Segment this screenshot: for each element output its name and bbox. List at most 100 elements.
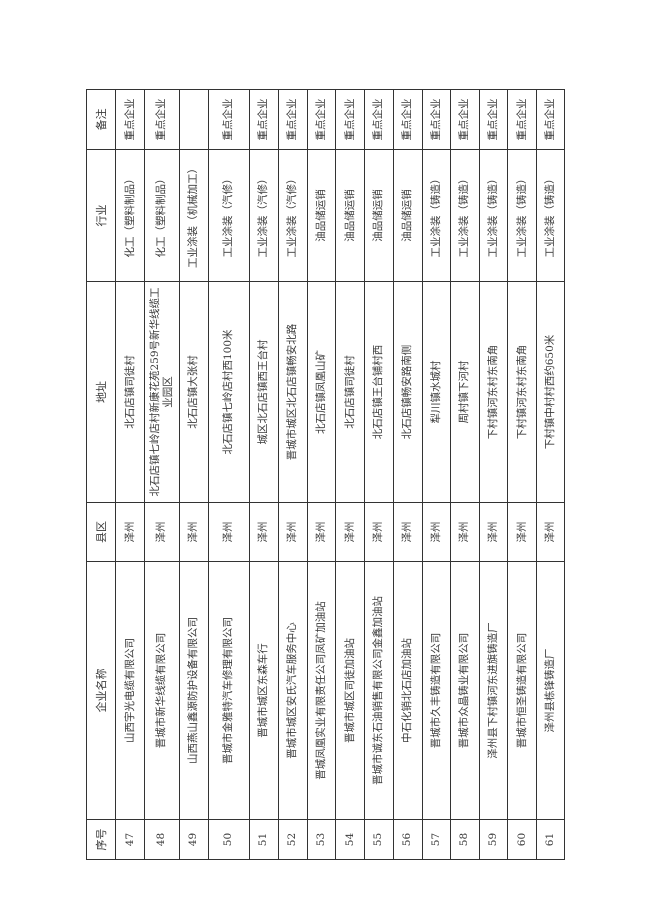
col-address-cell: 北石店镇司徒村 bbox=[335, 281, 365, 503]
header-col-county: 县区 bbox=[86, 502, 116, 562]
table-row: 60 晋城市恒圣铸造有限公司 泽州 下村镇河东村东南角 工业涂装（铸造） 重点企业 bbox=[507, 89, 537, 860]
col-county-cell: 泽州 bbox=[278, 502, 308, 562]
col-company-name-cell: 晋城市城区司徒加油站 bbox=[335, 561, 365, 820]
col-industry-cell: 工业涂装（铸造） bbox=[536, 149, 565, 282]
table-row: 61 泽州县栋锋铸造厂 泽州 下村镇中村村西约650米 工业涂装（铸造） 重点企业 bbox=[536, 89, 565, 860]
col-county-cell: 泽州 bbox=[144, 502, 180, 562]
col-county-cell: 泽州 bbox=[507, 502, 537, 562]
col-remark-cell: 重点企业 bbox=[507, 89, 537, 150]
table-row: 55 晋城市诚东石油销售有限公司金鑫加油站 泽州 北石店镇王台铺村西 油品储运销 重点企业 bbox=[364, 89, 394, 860]
col-company-name-cell: 中石化销北石店加油站 bbox=[393, 561, 423, 820]
col-county-cell: 泽州 bbox=[364, 502, 394, 562]
col-industry-cell: 油品储运销 bbox=[307, 149, 336, 282]
col-remark-cell: 重点企业 bbox=[393, 89, 423, 150]
table-row: 58 晋城市众晶铸业有限公司 泽州 周村镇下河村 工业涂装（铸造） 重点企业 bbox=[450, 89, 480, 860]
col-remark-cell: 重点企业 bbox=[364, 89, 394, 150]
col-address-cell: 下村镇河东村东南角 bbox=[479, 281, 508, 503]
col-county-cell: 泽州 bbox=[307, 502, 336, 562]
table-row: 59 泽州县下村镇河东进旗铸造厂 泽州 下村镇河东村东南角 工业涂装（铸造） 重点企业 bbox=[479, 89, 508, 860]
col-company-name-cell: 晋城市诚东石油销售有限公司金鑫加油站 bbox=[364, 561, 394, 820]
col-company-name-cell: 晋城市城区安氏汽车服务中心 bbox=[278, 561, 308, 820]
col-industry-cell: 油品储运销 bbox=[393, 149, 423, 282]
col-address-cell: 北石店镇司徒村 bbox=[115, 281, 145, 503]
col-county-cell: 泽州 bbox=[450, 502, 480, 562]
table-row: 56 中石化销北石店加油站 泽州 北石店镇畅安路南侧 油品储运销 重点企业 bbox=[393, 89, 423, 860]
header-col-index: 序号 bbox=[86, 819, 116, 860]
header-col-company-name: 企业名称 bbox=[86, 561, 116, 820]
col-remark-cell: 重点企业 bbox=[307, 89, 336, 150]
col-address-cell: 周村镇下河村 bbox=[450, 281, 480, 503]
col-industry-cell: 工业涂装（铸造） bbox=[479, 149, 508, 282]
table-row: 47 山西宇光电缆有限公司 泽州 北石店镇司徒村 化工（塑料制品） 重点企业 bbox=[115, 89, 145, 860]
col-remark-cell: 重点企业 bbox=[422, 89, 451, 150]
col-industry-cell: 工业涂装（机械加工） bbox=[179, 149, 209, 282]
col-address-cell: 北石店镇畅安路南侧 bbox=[393, 281, 423, 503]
col-county-cell: 泽州 bbox=[393, 502, 423, 562]
col-county-cell: 泽州 bbox=[179, 502, 209, 562]
col-address-cell: 北石店镇大张村 bbox=[179, 281, 209, 503]
col-address-cell: 北石店镇七岭店村西100米 bbox=[208, 281, 250, 503]
col-company-name-cell: 晋城市久丰铸造有限公司 bbox=[422, 561, 451, 820]
col-remark-cell: 重点企业 bbox=[450, 89, 480, 150]
table-row: 48 晋城市新华线缆有限公司 泽州 北石店镇七岭店村新康花苑259号新华线缆工业园区化… bbox=[144, 89, 180, 860]
col-index-cell: 56 bbox=[393, 819, 423, 860]
col-index-cell: 53 bbox=[307, 819, 336, 860]
col-address-cell: 北石店镇凤凰山矿 bbox=[307, 281, 336, 503]
col-county-cell: 泽州 bbox=[479, 502, 508, 562]
col-company-name-cell: 晋城市金雅特汽车修理有限公司 bbox=[208, 561, 250, 820]
col-remark-cell: 重点企业 bbox=[115, 89, 145, 150]
col-address-cell: 北石店镇王台铺村西 bbox=[364, 281, 394, 503]
col-industry-cell: 油品储运销 bbox=[335, 149, 365, 282]
col-index-cell: 55 bbox=[364, 819, 394, 860]
col-remark-cell: 重点企业 bbox=[536, 89, 565, 150]
col-industry-cell: 工业涂装（铸造） bbox=[422, 149, 451, 282]
col-index-cell: 51 bbox=[249, 819, 279, 860]
col-index-cell: 61 bbox=[536, 819, 565, 860]
col-industry-cell: 化工（塑料制品） bbox=[144, 149, 180, 282]
col-industry-cell: 工业涂装（铸造） bbox=[450, 149, 480, 282]
col-company-name-cell: 山西燕山鑫源防护设备有限公司 bbox=[179, 561, 209, 820]
col-remark-cell: 重点企业 bbox=[208, 89, 250, 150]
col-company-name-cell: 泽州县栋锋铸造厂 bbox=[536, 561, 565, 820]
col-industry-cell: 化工（塑料制品） bbox=[115, 149, 145, 282]
col-company-name-cell: 泽州县下村镇河东进旗铸造厂 bbox=[479, 561, 508, 820]
col-company-name-cell: 晋城市众晶铸业有限公司 bbox=[450, 561, 480, 820]
col-address-cell: 下村镇中村村西约650米 bbox=[536, 281, 565, 503]
col-industry-cell: 工业涂装（铸造） bbox=[507, 149, 537, 282]
col-index-cell: 57 bbox=[422, 819, 451, 860]
col-index-cell: 52 bbox=[278, 819, 308, 860]
col-industry-cell: 工业涂装（汽修） bbox=[278, 149, 308, 282]
col-address-cell: 犁川镇水城村 bbox=[422, 281, 451, 503]
col-county-cell: 泽州 bbox=[208, 502, 250, 562]
table-row: 51 晋城市城区东森车行 泽州 城区北石店镇西王台村 工业涂装（汽修） 重点企业 bbox=[249, 89, 279, 860]
col-index-cell: 59 bbox=[479, 819, 508, 860]
col-address-cell: 北石店镇七岭店村新康花苑259号新华线缆工业园区 bbox=[144, 281, 180, 503]
col-remark-cell: 重点企业 bbox=[278, 89, 308, 150]
col-company-name-cell: 晋城凤凰实业有限责任公司凤矿加油站 bbox=[307, 561, 336, 820]
col-index-cell: 48 bbox=[144, 819, 180, 860]
header-col-remark: 备注 bbox=[86, 89, 116, 150]
rotated-table-page: 序号 企业名称 县区 地址 行业 备注 47 山西宇光电缆有限公司 泽州 北石店镇司徒村 化工（塑… bbox=[86, 89, 566, 860]
col-industry-cell: 工业涂装（汽修） bbox=[208, 149, 250, 282]
col-remark-cell: 重点企业 bbox=[479, 89, 508, 150]
col-remark-cell: 重点企业 bbox=[249, 89, 279, 150]
enterprise-table: 序号 企业名称 县区 地址 行业 备注 47 山西宇光电缆有限公司 泽州 北石店镇司徒村 化工（塑… bbox=[86, 89, 566, 860]
col-remark-cell bbox=[179, 89, 209, 150]
col-company-name-cell: 晋城市恒圣铸造有限公司 bbox=[507, 561, 537, 820]
col-remark-cell: 重点企业 bbox=[144, 89, 180, 150]
col-industry-cell: 油品储运销 bbox=[364, 149, 394, 282]
table-row: 57 晋城市久丰铸造有限公司 泽州 犁川镇水城村 工业涂装（铸造） 重点企业 bbox=[422, 89, 451, 860]
col-company-name-cell: 山西宇光电缆有限公司 bbox=[115, 561, 145, 820]
col-company-name-cell: 晋城市城区东森车行 bbox=[249, 561, 279, 820]
col-address-cell: 下村镇河东村东南角 bbox=[507, 281, 537, 503]
col-index-cell: 50 bbox=[208, 819, 250, 860]
table-row: 54 晋城市城区司徒加油站 泽州 北石店镇司徒村 油品储运销 重点企业 bbox=[335, 89, 365, 860]
table-row: 52 晋城市城区安氏汽车服务中心 泽州 晋城市城区北石店镇畅安北路 工业涂装（汽修） 重点… bbox=[278, 89, 308, 860]
table-row: 50 晋城市金雅特汽车修理有限公司 泽州 北石店镇七岭店村西100米 工业涂装（汽修）重… bbox=[208, 89, 250, 860]
col-index-cell: 47 bbox=[115, 819, 145, 860]
col-industry-cell: 工业涂装（汽修） bbox=[249, 149, 279, 282]
col-county-cell: 泽州 bbox=[422, 502, 451, 562]
header-col-industry: 行业 bbox=[86, 149, 116, 282]
col-address-cell: 城区北石店镇西王台村 bbox=[249, 281, 279, 503]
table-row: 49 山西燕山鑫源防护设备有限公司 泽州 北石店镇大张村 工业涂装（机械加工） bbox=[179, 89, 209, 860]
